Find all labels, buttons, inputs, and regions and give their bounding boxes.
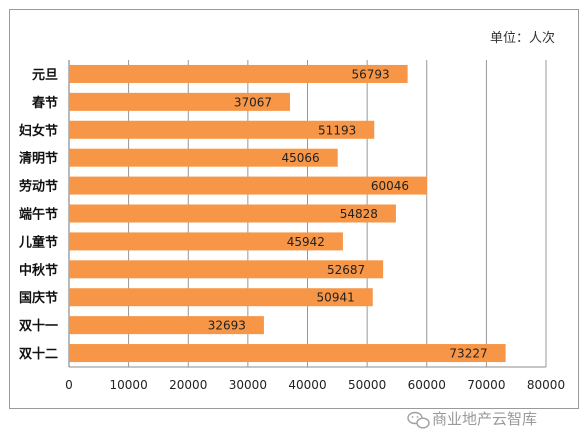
category-label: 儿童节: [18, 234, 58, 250]
bar: [69, 232, 343, 251]
category-label: 端午节: [19, 207, 58, 223]
bar-value-label: 60046: [371, 179, 409, 193]
category-label: 春节: [31, 95, 58, 111]
category-label: 清明节: [19, 151, 58, 167]
x-tick-label: 80000: [527, 378, 565, 392]
bar: [69, 120, 375, 139]
x-tick-label: 10000: [110, 378, 148, 392]
gridlines: [68, 60, 547, 368]
bar: [69, 148, 338, 167]
bar-value-label: 56793: [351, 67, 389, 81]
x-axis-ticks: 0 10000 20000 30000 40000 50000 60000 70000 8000…: [65, 378, 565, 392]
category-label: 国庆节: [19, 290, 58, 306]
bar: [69, 204, 396, 223]
watermark-text: 商业地产云智库: [432, 410, 537, 428]
bar: [69, 176, 428, 195]
x-tick-label: 70000: [467, 378, 505, 392]
x-tick-label: 0: [65, 378, 73, 392]
bar: [69, 64, 408, 83]
bar-value-label: 45942: [287, 235, 325, 249]
bar-value-label: 37067: [234, 95, 272, 109]
watermark: 商业地产云智库: [407, 410, 537, 429]
x-tick-label: 40000: [288, 378, 326, 392]
bar: [69, 316, 264, 335]
bar: [69, 92, 291, 111]
bars: 56793 37067 51193 45066 60046 54828 4594252687…: [69, 64, 506, 363]
x-tick-label: 30000: [229, 378, 267, 392]
bar: [69, 344, 506, 363]
category-label: 妇女节: [18, 123, 58, 139]
unit-label: 单位：人次: [490, 30, 555, 46]
bar-value-label: 51193: [318, 123, 356, 137]
category-label: 中秋节: [19, 262, 58, 278]
bar-value-label: 52687: [327, 263, 365, 277]
bar-value-label: 45066: [282, 151, 320, 165]
bar-value-label: 73227: [449, 347, 487, 361]
category-label: 劳动节: [19, 179, 58, 195]
category-label: 元旦: [32, 68, 58, 83]
bar-value-label: 50941: [317, 291, 355, 305]
bar-value-label: 54828: [340, 207, 378, 221]
bar: [69, 260, 384, 279]
x-tick-label: 20000: [169, 378, 207, 392]
bar-value-label: 32693: [208, 319, 246, 333]
x-tick-label: 50000: [348, 378, 386, 392]
wechat-icon: [407, 411, 430, 429]
x-tick-label: 60000: [408, 378, 446, 392]
category-label: 双十二: [19, 346, 58, 362]
bar: [69, 288, 373, 307]
category-label: 双十一: [19, 318, 58, 334]
